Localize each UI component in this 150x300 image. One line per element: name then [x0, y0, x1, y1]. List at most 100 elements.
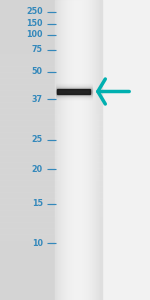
Bar	[56, 94, 92, 95]
Bar	[0, 132, 150, 138]
Text: 100: 100	[26, 30, 43, 39]
Bar	[62, 0, 63, 300]
Bar	[100, 0, 101, 300]
Bar	[56, 79, 92, 80]
Bar	[56, 78, 92, 79]
Bar	[0, 48, 150, 54]
Bar	[0, 0, 55, 300]
Bar	[56, 81, 92, 82]
Bar	[80, 0, 81, 300]
Bar	[56, 96, 92, 97]
Bar	[56, 90, 92, 91]
Bar	[0, 264, 150, 270]
Bar	[0, 228, 150, 234]
Bar	[0, 60, 150, 66]
Bar	[56, 99, 92, 100]
Bar	[56, 108, 92, 109]
Bar	[0, 120, 150, 126]
Bar	[71, 0, 72, 300]
Bar	[101, 0, 102, 300]
Bar	[0, 216, 150, 222]
Bar	[87, 0, 88, 300]
Bar	[0, 204, 150, 210]
Bar	[56, 109, 92, 110]
Bar	[0, 246, 150, 252]
Bar	[56, 86, 92, 87]
Bar	[0, 168, 150, 174]
Bar	[0, 36, 150, 42]
Bar	[56, 87, 92, 88]
Bar	[90, 0, 91, 300]
Bar	[0, 162, 150, 168]
Bar	[56, 103, 92, 104]
Bar	[56, 84, 92, 85]
Bar	[0, 198, 150, 204]
Bar	[0, 180, 150, 186]
Bar	[56, 107, 92, 108]
Bar	[93, 0, 94, 300]
Bar	[76, 0, 77, 300]
Bar	[56, 110, 92, 111]
Bar	[56, 93, 92, 94]
Bar	[0, 240, 150, 246]
Bar	[79, 0, 80, 300]
Bar	[86, 0, 87, 300]
Bar	[56, 104, 92, 105]
Bar	[0, 156, 150, 162]
Bar	[70, 0, 71, 300]
Bar	[56, 106, 92, 107]
Bar	[0, 96, 150, 102]
Bar	[56, 97, 92, 98]
Text: 75: 75	[32, 45, 43, 54]
Bar	[0, 12, 150, 18]
Text: 10: 10	[32, 238, 43, 247]
Bar	[56, 75, 92, 76]
Bar	[95, 0, 96, 300]
Bar	[56, 101, 92, 102]
Bar	[78, 0, 79, 300]
Bar	[0, 78, 150, 84]
Bar	[0, 258, 150, 264]
Bar	[56, 80, 92, 81]
Bar	[56, 0, 57, 300]
Bar	[0, 30, 150, 36]
Text: 15: 15	[32, 200, 43, 208]
Bar	[98, 0, 99, 300]
Bar	[68, 0, 69, 300]
Bar	[57, 0, 58, 300]
Bar	[83, 0, 84, 300]
Bar	[77, 0, 78, 300]
Text: 150: 150	[26, 20, 43, 28]
Bar	[0, 210, 150, 216]
Bar	[0, 150, 150, 156]
Bar	[56, 85, 92, 86]
Bar	[94, 0, 95, 300]
Text: 50: 50	[32, 68, 43, 76]
Bar	[0, 126, 150, 132]
Bar	[56, 73, 92, 74]
Bar	[0, 144, 150, 150]
Bar	[0, 108, 150, 114]
Bar	[0, 234, 150, 240]
Bar	[0, 282, 150, 288]
Bar	[59, 0, 60, 300]
Bar	[0, 174, 150, 180]
Bar	[56, 88, 92, 89]
Bar	[57, 89, 90, 94]
Bar	[0, 42, 150, 48]
Text: 250: 250	[26, 8, 43, 16]
Bar	[0, 54, 150, 60]
Bar	[0, 90, 150, 96]
Bar	[0, 102, 150, 108]
Bar	[75, 0, 76, 300]
Bar	[60, 0, 61, 300]
Bar	[0, 0, 150, 6]
Bar	[99, 0, 100, 300]
Bar	[92, 0, 93, 300]
Bar	[89, 0, 90, 300]
Bar	[91, 0, 92, 300]
Text: 25: 25	[32, 135, 43, 144]
Bar	[84, 0, 85, 300]
Bar	[61, 0, 62, 300]
Bar	[0, 114, 150, 120]
